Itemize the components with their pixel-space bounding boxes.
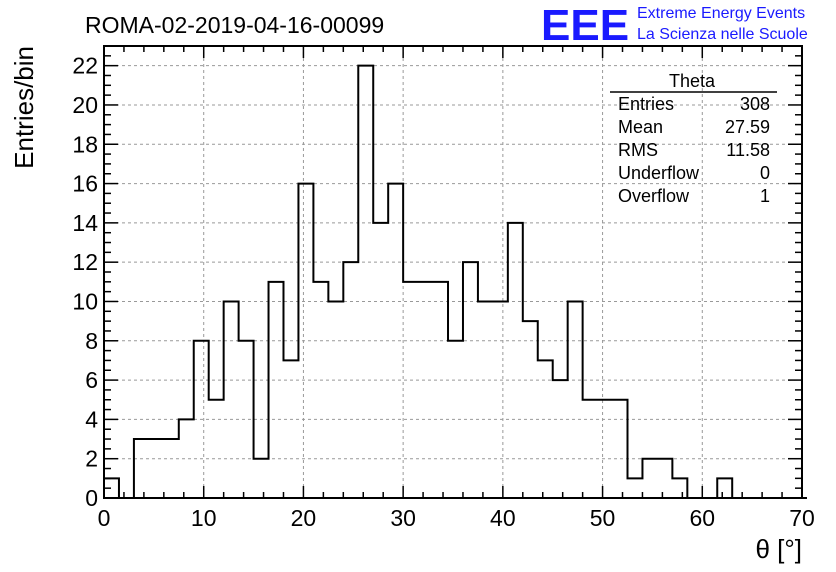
y-tick-label: 22 [72,53,98,79]
histogram-bar [523,321,538,498]
histogram-bar [717,478,732,498]
stats-label: Overflow [618,186,690,206]
y-tick-label: 12 [72,249,98,275]
histogram-bar [313,282,328,498]
histogram-bar [209,400,224,498]
stats-label: Entries [618,94,674,114]
stats-label: RMS [618,140,658,160]
stats-value: 1 [760,186,770,206]
logo-eee-text: EEE [541,1,629,50]
histogram-bar [418,282,433,498]
histogram-bar [403,282,418,498]
histogram-bar [433,282,448,498]
y-tick-label: 4 [85,406,98,432]
histogram-bar [672,478,687,498]
stats-value: 11.58 [726,140,770,160]
y-tick-label: 20 [72,92,98,118]
histogram-bar [149,439,164,498]
histogram-bar [283,360,298,498]
plot-frame [103,45,803,499]
histogram-bar [478,301,493,498]
stats-value: 308 [740,94,770,114]
histogram-bar [239,341,254,498]
histogram-bar [613,400,628,498]
histogram-bar [254,459,269,498]
stats-value: 27.59 [725,117,770,137]
histogram-bar [508,223,523,498]
grid-lines [104,46,802,498]
histogram-bar [553,380,568,498]
run-title: ROMA-02-2019-04-16-00099 [85,12,384,38]
eee-logo: EEE Extreme Energy Events La Scienza nel… [541,1,808,50]
histogram-bar [269,282,284,498]
histogram-bar [358,66,373,498]
histogram-bar [493,301,508,498]
histogram-bar [134,439,149,498]
histogram-bar [298,184,313,498]
histogram-bar [164,439,179,498]
stats-label: Underflow [618,163,700,183]
y-tick-label: 8 [85,328,98,354]
stats-label: Mean [618,117,663,137]
y-axis-label: Entries/bin [9,46,39,169]
x-axis-ticks: 0 10 20 30 40 50 60 70 [98,46,815,531]
histogram-bar [538,360,553,498]
histogram-bar [179,419,194,498]
y-tick-label: 2 [85,446,98,472]
histogram-bar [628,478,643,498]
histogram-bar [657,459,672,498]
histogram-bar [642,459,657,498]
x-tick-label: 10 [191,505,217,531]
x-tick-label: 0 [98,505,111,531]
x-tick-label: 50 [590,505,616,531]
histogram-outline [103,64,807,499]
logo-line2: La Scienza nelle Scuole [637,26,808,43]
x-tick-label: 30 [390,505,416,531]
histogram-bar [583,400,598,498]
y-tick-label: 6 [85,367,98,393]
y-tick-label: 18 [72,131,98,157]
logo-line1: Extreme Energy Events [637,5,805,22]
stats-value: 0 [760,163,770,183]
y-tick-label: 10 [72,288,98,314]
stats-rows: Entries 308 Mean 27.59 RMS 11.58 Underflow 0 Ove… [618,94,770,206]
x-axis-label: θ [°] [755,534,802,564]
histogram-bar [224,301,239,498]
y-tick-label: 16 [72,171,98,197]
histogram-bar [568,301,583,498]
x-tick-label: 60 [689,505,715,531]
y-tick-label: 14 [72,210,98,236]
histogram-bar [373,223,388,498]
y-tick-label: 0 [85,485,98,511]
x-tick-label: 40 [490,505,516,531]
stats-box: Theta Entries 308 Mean 27.59 RMS 11.58 Underfl… [610,71,777,206]
stats-title: Theta [669,71,716,91]
histogram-bar [598,400,613,498]
x-tick-label: 70 [789,505,815,531]
histogram-bar [328,301,343,498]
x-tick-label: 20 [291,505,317,531]
